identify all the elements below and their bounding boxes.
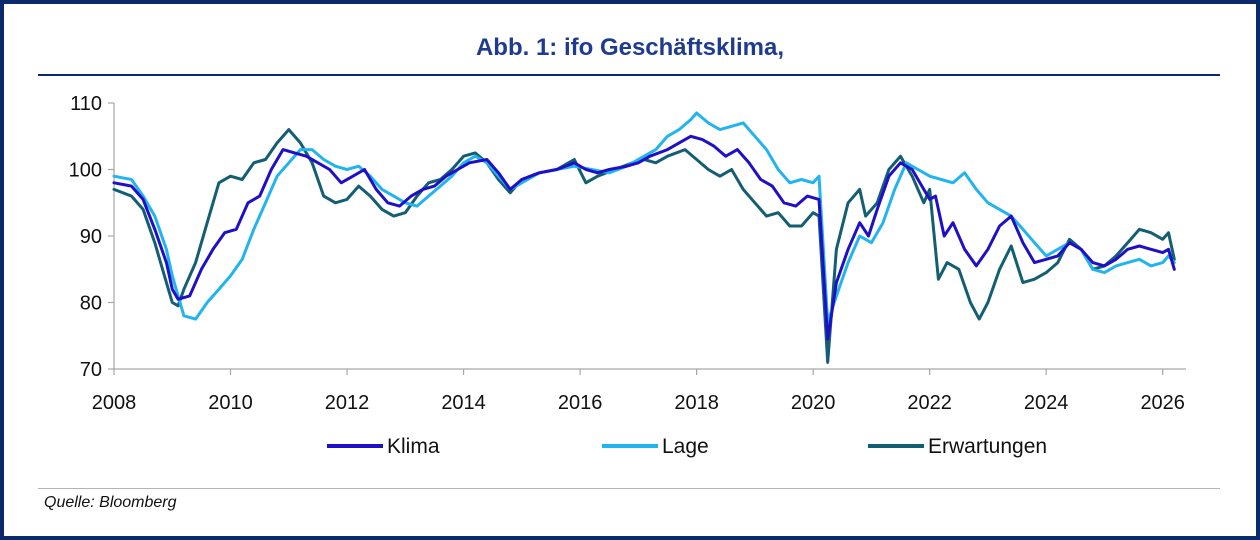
x-tick-labels: 2008 2010 2012 2014 2016 2018 2020 2022 2024 2026 <box>92 392 1185 414</box>
x-tick-label: 2012 <box>325 392 370 414</box>
legend-label-lage: Lage <box>662 435 709 458</box>
title-divider <box>38 74 1220 76</box>
legend-label-klima: Klima <box>387 435 440 458</box>
footer-divider <box>38 488 1220 489</box>
x-tick-label: 2018 <box>674 392 719 414</box>
series-line-lage <box>112 111 1176 324</box>
source-note: Quelle: Bloomberg <box>44 494 177 511</box>
x-tick-label: 2024 <box>1024 392 1069 414</box>
x-tick-label: 2008 <box>92 392 137 414</box>
legend: Klima Lage Erwartungen <box>327 435 1047 458</box>
x-tick-label: 2010 <box>208 392 253 414</box>
x-tick-label: 2016 <box>558 392 603 414</box>
series-line-klima <box>112 134 1176 341</box>
x-tick-label: 2014 <box>441 392 486 414</box>
y-tick-label: 110 <box>70 93 102 115</box>
chart-title: Abb. 1: ifo Geschäftsklima, <box>475 34 785 61</box>
series-lines <box>112 111 1176 364</box>
x-tick-label: 2020 <box>791 392 836 414</box>
legend-label-erwartungen: Erwartungen <box>928 435 1047 458</box>
y-tick-labels: 70 80 90 100 110 <box>69 93 102 381</box>
y-tick-label: 70 <box>80 359 102 381</box>
x-tick-label: 2022 <box>907 392 952 414</box>
x-tick-label: 2026 <box>1140 392 1185 414</box>
axes <box>108 102 1186 375</box>
y-tick-label: 90 <box>80 226 102 248</box>
series-line-erwartungen <box>112 128 1176 364</box>
y-tick-label: 80 <box>80 293 102 315</box>
y-tick-label: 100 <box>69 160 102 182</box>
